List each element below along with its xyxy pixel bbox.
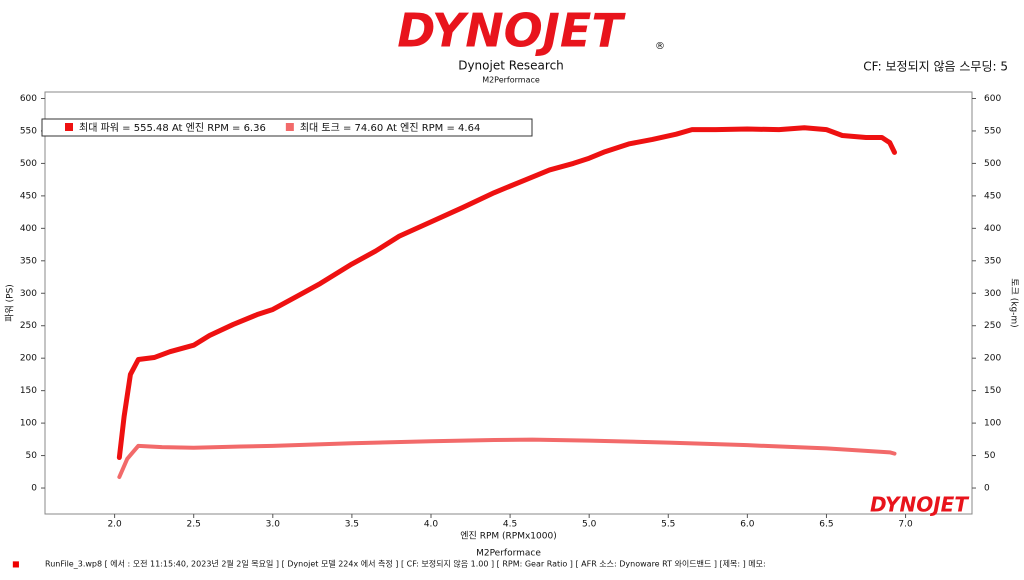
x-tick-label: 4.5 xyxy=(503,520,517,530)
y2-tick-label: 150 xyxy=(984,386,1001,396)
y-tick-label: 500 xyxy=(20,159,37,169)
y2-tick-label: 50 xyxy=(984,451,996,461)
y2-tick-label: 350 xyxy=(984,256,1001,266)
y-tick-label: 300 xyxy=(20,289,37,299)
y2-tick-label: 200 xyxy=(984,354,1001,364)
y2-tick-label: 550 xyxy=(984,126,1001,136)
legend-swatch xyxy=(65,123,73,131)
x-tick-label: 2.0 xyxy=(107,520,122,530)
y-tick-label: 50 xyxy=(26,451,38,461)
y-tick-label: 250 xyxy=(20,321,37,331)
x-tick-label: 3.0 xyxy=(266,520,281,530)
y2-tick-label: 600 xyxy=(984,94,1001,104)
series-line xyxy=(116,125,897,461)
x-tick-label: 6.0 xyxy=(740,520,755,530)
company: Dynojet Research xyxy=(458,59,564,73)
y-axis-label: 파워 (PS) xyxy=(5,284,16,322)
subtitle: M2Performace xyxy=(482,76,540,85)
watermark: DYNOJET xyxy=(870,493,969,517)
x-axis-label: 엔진 RPM (RPMx1000) xyxy=(460,531,556,542)
y2-tick-label: 500 xyxy=(984,159,1001,169)
legend-label: 최대 파워 = 555.48 At 엔진 RPM = 6.36 xyxy=(79,121,266,134)
y-tick-label: 550 xyxy=(20,126,37,136)
footer: RunFile_3.wp8 [ 에서 : 오전 11:15:40, 2023년 … xyxy=(45,559,766,569)
y2-axis-label: 토크 (kg-m) xyxy=(1009,278,1019,327)
x-tick-label: 2.5 xyxy=(187,520,201,530)
y2-tick-label: 250 xyxy=(984,321,1001,331)
y-tick-label: 350 xyxy=(20,256,37,266)
x-tick-label: 5.0 xyxy=(582,520,597,530)
below-label: M2Performace xyxy=(476,549,541,559)
y2-tick-label: 300 xyxy=(984,289,1001,299)
y-tick-label: 400 xyxy=(20,224,37,234)
correction: CF: 보정되지 않음 스무딩: 5 xyxy=(863,60,1008,74)
logo: DYNOJET xyxy=(397,4,626,58)
x-tick-label: 7.0 xyxy=(898,520,913,530)
footer-marker: ■ xyxy=(12,560,20,569)
registered: ® xyxy=(655,41,665,52)
legend-swatch xyxy=(285,123,294,131)
legend-label: 최대 토크 = 74.60 At 엔진 RPM = 4.64 xyxy=(300,122,480,134)
series-line xyxy=(117,437,897,479)
plot-frame xyxy=(44,91,973,515)
y-tick-label: 0 xyxy=(31,484,37,494)
y-tick-label: 100 xyxy=(20,419,37,429)
y-tick-label: 150 xyxy=(20,386,37,396)
y-tick-label: 600 xyxy=(20,94,37,104)
x-tick-label: 3.5 xyxy=(345,520,359,530)
y-tick-label: 450 xyxy=(20,191,37,201)
y2-tick-label: 100 xyxy=(984,419,1001,429)
legend: 최대 파워 = 555.48 At 엔진 RPM = 6.36 최대 토크 = 7… xyxy=(41,118,533,137)
x-tick-label: 6.5 xyxy=(819,520,833,530)
x-tick-label: 5.5 xyxy=(661,520,675,530)
y-tick-label: 200 xyxy=(20,354,37,364)
y2-tick-label: 450 xyxy=(984,191,1001,201)
y2-tick-label: 400 xyxy=(984,224,1001,234)
y2-tick-label: 0 xyxy=(984,484,990,494)
x-tick-label: 4.0 xyxy=(424,520,439,530)
